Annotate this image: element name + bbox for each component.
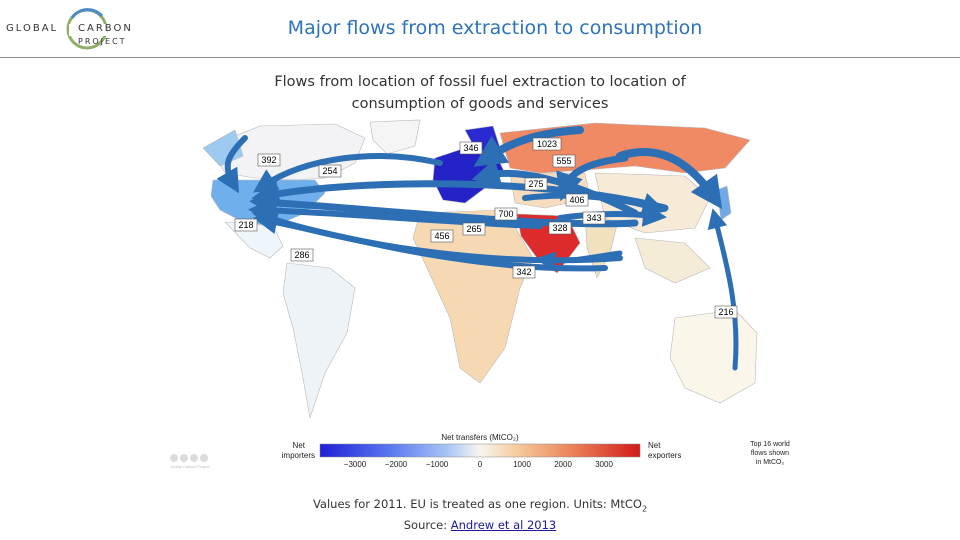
colorbar-tick: 3000 — [595, 460, 613, 469]
flow-label-700-text: 700 — [498, 209, 513, 219]
legend-note-line-3: in MtCO₂ — [756, 459, 785, 466]
caption-line-2: Source: Andrew et al 2013 — [240, 517, 720, 534]
region-australia — [669, 309, 758, 404]
flow-label-456: 456 — [430, 229, 454, 243]
flow-arrow-india-africa — [535, 250, 623, 272]
flow-arrow-eu-usa — [253, 153, 443, 193]
flow-label-342-text: 342 — [516, 267, 531, 277]
license-icons: Global Carbon Project — [170, 454, 211, 469]
colorbar-title: Net transfers (MtCO₂) — [441, 433, 519, 442]
flow-label-328-text: 328 — [552, 223, 567, 233]
cc-icon — [170, 454, 178, 462]
colorbar-left-label-2: importers — [282, 451, 315, 460]
logo-text-project: PROJECT — [78, 37, 127, 46]
region-japan — [716, 185, 732, 221]
flow-label-700: 700 — [494, 207, 518, 221]
flow-label-343: 343 — [582, 211, 606, 225]
flow-label-392: 392 — [257, 153, 281, 167]
colorbar-gradient — [319, 443, 641, 458]
map-subtitle: Flows from location of fossil fuel extra… — [240, 71, 720, 115]
flow-label-1023: 1023 — [532, 137, 562, 151]
flow-label-1023-text: 1023 — [537, 139, 557, 149]
subtitle-line-1: Flows from location of fossil fuel extra… — [274, 74, 686, 90]
caption-subscript: 2 — [641, 504, 648, 514]
flow-label-265: 265 — [462, 222, 486, 236]
flow-arrow-middle-east-usa — [248, 198, 543, 229]
flow-labels: 392 254 218 346 1023 555 275 406 343 700… — [234, 137, 738, 319]
flow-label-254-text: 254 — [322, 166, 337, 176]
flow-label-346: 346 — [459, 141, 483, 155]
flow-arrow-middle-east-china — [557, 202, 667, 227]
by-icon — [180, 454, 188, 462]
flow-arrow-middle-east-asia — [522, 192, 667, 217]
flow-label-275: 275 — [524, 177, 548, 191]
region-greenland — [369, 119, 421, 155]
flow-label-218: 218 — [234, 218, 258, 232]
colorbar: Net transfers (MtCO₂) Net importers Net … — [282, 433, 790, 469]
flow-label-406: 406 — [565, 193, 589, 207]
flow-label-342: 342 — [512, 265, 536, 279]
colorbar-tick: −2000 — [385, 460, 408, 469]
flow-label-286: 286 — [290, 248, 314, 262]
source-prefix: Source: — [403, 518, 451, 533]
colorbar-right-label-2: exporters — [648, 451, 681, 460]
header-divider — [0, 57, 960, 58]
source-link[interactable]: Andrew et al 2013 — [450, 518, 557, 533]
flow-arrow-canada-usa — [216, 135, 248, 194]
flow-label-328: 328 — [548, 221, 572, 235]
colorbar-tick: −3000 — [344, 460, 367, 469]
flow-arrow-australia-china — [707, 208, 739, 371]
flow-label-216: 216 — [714, 305, 738, 319]
page-title: Major flows from extraction to consumpti… — [287, 17, 703, 39]
flow-label-254: 254 — [318, 164, 342, 178]
flow-arrow-russia-eu — [473, 126, 584, 167]
flow-label-392-text: 392 — [261, 155, 276, 165]
flow-label-456-text: 456 — [434, 231, 449, 241]
sa-icon — [200, 454, 208, 462]
flow-arrow-china-japan — [616, 148, 723, 210]
nc-icon — [190, 454, 198, 462]
legend-note-line-2: flows shown — [751, 450, 789, 457]
legend-note-line-1: Top 16 world — [750, 441, 790, 448]
subtitle-line-2: consumption of goods and services — [351, 96, 609, 112]
continents — [202, 119, 758, 419]
logo-circle-icon — [66, 8, 108, 50]
flow-label-406-text: 406 — [569, 195, 584, 205]
flow-label-286-text: 286 — [294, 250, 309, 260]
global-carbon-project-logo: GLOBAL CARBON PROJECT — [6, 6, 136, 52]
flow-label-218-text: 218 — [238, 220, 253, 230]
colorbar-left-label-1: Net — [293, 441, 306, 450]
credit-text: Global Carbon Project — [170, 464, 210, 469]
map-caption: Values for 2011. EU is treated as one re… — [240, 496, 720, 534]
flow-label-216-text: 216 — [718, 307, 733, 317]
colorbar-tick: −1000 — [426, 460, 449, 469]
colorbar-tick: 2000 — [554, 460, 572, 469]
flow-label-555: 555 — [552, 154, 576, 168]
region-southeast-asia — [634, 237, 711, 284]
logo-text-global: GLOBAL — [6, 23, 59, 34]
caption-line-1: Values for 2011. EU is treated as one re… — [240, 496, 720, 517]
flow-label-265-text: 265 — [466, 224, 481, 234]
flow-label-275-text: 275 — [528, 179, 543, 189]
flow-arrows — [216, 126, 739, 371]
caption-text: Values for 2011. EU is treated as one re… — [312, 497, 642, 511]
flow-label-555-text: 555 — [556, 156, 571, 166]
logo-text-carbon: CARBON — [78, 23, 133, 34]
flow-label-346-text: 346 — [463, 143, 478, 153]
colorbar-right-label-1: Net — [648, 441, 661, 450]
colorbar-tick: 1000 — [513, 460, 531, 469]
colorbar-tick: 0 — [478, 460, 483, 469]
region-south-america — [282, 262, 356, 419]
flow-label-343-text: 343 — [586, 213, 601, 223]
world-flow-map: 392 254 218 346 1023 555 275 406 343 700… — [170, 119, 790, 469]
